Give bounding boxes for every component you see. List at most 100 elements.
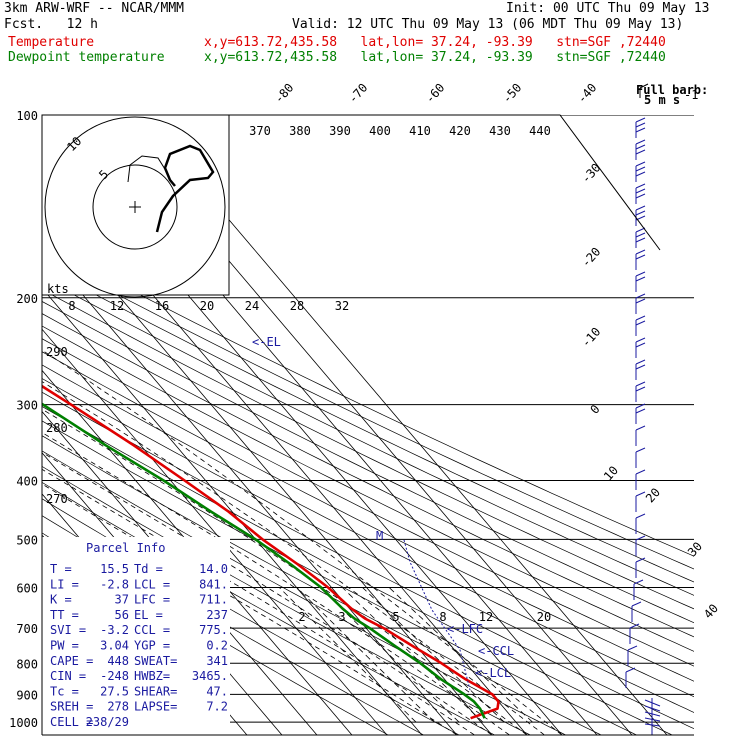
top-edge-line [42,114,661,251]
parcel-info-value: 3.04 [100,639,129,653]
theta-tick-label: 440 [529,124,551,138]
parcel-info-value: 448 [107,654,129,668]
parcel-info-key: LAPSE= [134,700,177,714]
wind-barb-flag [635,386,646,392]
wind-barb-flag [635,237,646,243]
wind-barb-flag [635,381,646,387]
parcel-info-value: -2.8 [100,577,129,591]
valid-time: Valid: 12 UTC Thu 09 May 13 (06 MDT Thu … [292,17,684,32]
parcel-info-key: LCL = [134,577,170,591]
parcel-info-value: 0.2 [206,639,228,653]
wind-barb-flag [635,117,646,123]
parcel-info-key: YGP = [134,639,170,653]
mixing-ratio-line [319,587,460,723]
parcel-info-value: 27.5 [100,684,129,698]
mixing-ratio-label: 5 [392,610,399,624]
sounding-series [42,384,500,720]
dry-adiabat [42,465,531,735]
wind-barb-flag [635,342,646,348]
pressure-tick-label: 800 [16,657,38,671]
mixing-ratio-label: 20 [537,610,551,624]
wind-barb-flag [635,276,646,282]
parcel-info-key: TT = [50,608,79,622]
dry-adiabat [42,420,637,735]
parcel-info-key: PW = [50,639,79,653]
wind-barb-flag [635,183,646,189]
isotherm-line [0,115,37,735]
mixing-ratio-line [278,587,417,723]
wind-barb-flag [635,337,646,343]
barb-legend-value: 5 m s [644,93,680,107]
parcel-info-key: Tc = [50,684,79,698]
hodograph-ring [92,164,178,250]
wind-barb-flag [635,166,646,172]
dry-adiabat [42,351,694,682]
pressure-tick-label: 900 [16,688,38,702]
wind-barb-flag [635,127,646,133]
moist-adiabat [42,349,563,735]
parcel-info-value: -3.2 [100,623,129,637]
parcel-info-key: SHEAR= [134,684,177,698]
isotherm-tick-label: -80 [272,81,297,106]
hodograph-units-label: kts [47,282,69,296]
dry-adiabat [42,378,694,713]
wind-barb-flag [635,491,646,497]
moist-adiabat [42,408,528,735]
moist-adiabat [42,432,510,735]
parcel-info-value: 278 [107,700,129,714]
parcel-info-key: CCL = [134,623,170,637]
hodograph-speed-tick: 20 [200,299,214,313]
mixing-ratio-line [296,587,435,723]
wind-barbs: Full barb:5 m s -1 [625,83,708,735]
hodograph-ring [44,116,226,298]
mixing-ratio-label: 12 [479,610,493,624]
hodograph-speed-tick: 8 [68,299,75,313]
wind-barb-flag [635,320,646,326]
parcel-info-key: EL = [134,608,163,622]
moist-adiabat [42,468,475,735]
parcel-info-title: Parcel Info [86,541,165,555]
parcel-info-key: SWEAT= [134,654,177,668]
ccl-marker: <-CCL [478,644,514,658]
dry-adiabat [42,289,694,610]
parcel-info-key: LI = [50,577,79,591]
dewpoint-legend-label: Dewpoint temperature [8,50,165,65]
hodograph-speed-tick: 32 [335,299,349,313]
wind-barb-flag [635,425,646,431]
dry-adiabat [42,254,694,570]
theta-tick-label: 400 [369,124,391,138]
parcel-info-value: 56 [115,608,129,622]
wind-barb-flag [635,249,646,255]
dry-adiabat [42,301,694,624]
barb-legend-title: Full barb: [636,83,708,97]
wind-barb-flag [635,298,646,304]
wind-barb-flag [635,149,646,155]
mixing-ratio-label: 3 [338,610,345,624]
pressure-tick-label: 700 [16,622,38,636]
moist-adiabat [42,451,493,735]
wind-barb-flag [629,623,640,629]
theta-side-label: 290 [46,345,68,359]
dry-adiabat [42,338,694,667]
theta-tick-label: 410 [409,124,431,138]
wind-barb-flag [635,193,646,199]
parcel-info-value: 14.0 [199,562,228,576]
parcel-info-value: 341 [206,654,228,668]
wind-barb-flag [635,254,646,260]
wind-barb-flag [635,232,646,238]
wind-barb-flag [635,144,646,150]
dry-adiabat [42,406,673,735]
model-title: 3km ARW-WRF -- NCAR/MMM [4,1,185,16]
wind-barb-flag [635,403,646,409]
isotherm-tick-label: -30 [579,161,604,186]
isotherm-tick-label: -20 [579,245,604,270]
parcel-info-key: Td = [134,562,163,576]
isotherm-tick-label: -10 [579,325,604,350]
wind-barb-flag [635,447,646,453]
wind-barb-flag [635,315,646,321]
wind-barb-flag [635,557,646,563]
theta-side-label: 280 [46,421,68,435]
parcel-info-value: 37 [115,593,129,607]
isotherm-line [42,328,388,735]
